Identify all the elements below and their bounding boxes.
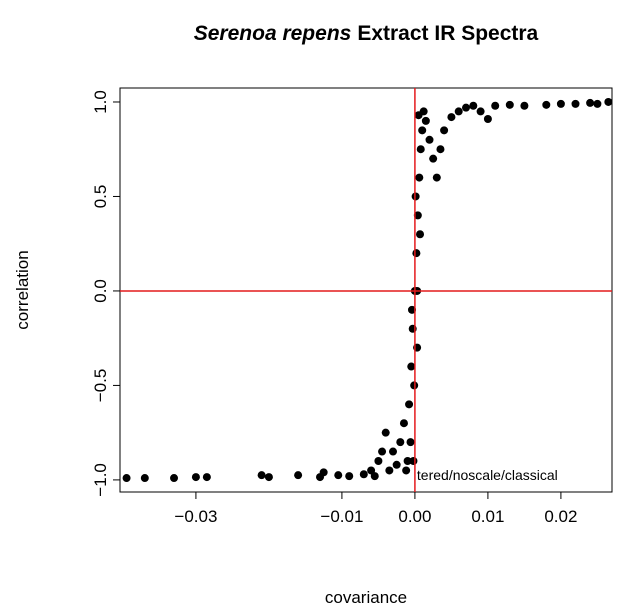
point (396, 438, 405, 447)
point (586, 98, 595, 107)
point (170, 474, 179, 483)
point (370, 472, 379, 481)
point (421, 116, 430, 125)
point (542, 100, 551, 109)
title-italic: Serenoa repens (194, 22, 352, 45)
point (462, 103, 471, 112)
plot-frame (119, 87, 613, 493)
x-tick-label: 0.00 (398, 507, 431, 526)
point (257, 471, 266, 480)
point (415, 173, 424, 182)
x-tick-label: 0.02 (544, 507, 577, 526)
point (385, 466, 394, 475)
point (419, 107, 428, 116)
x-tick-label: −0.03 (174, 507, 217, 526)
point (345, 472, 354, 481)
point (416, 145, 425, 154)
point (334, 471, 343, 480)
point (389, 447, 398, 456)
point (191, 473, 200, 482)
point (604, 97, 613, 106)
point (407, 362, 416, 371)
y-tick-label: 0.0 (91, 279, 110, 303)
x-tick-label: −0.01 (320, 507, 363, 526)
point (571, 99, 580, 108)
point (409, 457, 418, 466)
point (140, 474, 149, 483)
chart-title: Serenoa repens Extract IR Spectra (194, 22, 539, 45)
point (432, 173, 441, 182)
annotation: tered/noscale/classical (417, 467, 558, 483)
y-tick-label: 1.0 (91, 90, 110, 114)
point (359, 470, 368, 479)
point (405, 400, 414, 409)
point (294, 471, 303, 480)
point (392, 460, 401, 469)
point (399, 419, 408, 428)
point (412, 249, 421, 258)
point (264, 473, 273, 482)
point (374, 457, 383, 466)
point (556, 99, 565, 108)
point (447, 113, 456, 122)
y-tick-label: 0.5 (91, 185, 110, 209)
point (402, 466, 411, 475)
y-tick-label: −0.5 (91, 369, 110, 403)
point (413, 211, 422, 220)
point (505, 100, 514, 109)
point (378, 447, 387, 456)
point (425, 135, 434, 144)
point (593, 99, 602, 108)
point (418, 126, 427, 135)
point (381, 428, 390, 437)
point (469, 101, 478, 110)
point (367, 466, 376, 475)
point (416, 230, 425, 239)
point (436, 145, 445, 154)
point (202, 473, 211, 482)
point (491, 101, 500, 110)
point (122, 474, 131, 483)
x-tick-label: 0.01 (471, 507, 504, 526)
point (406, 438, 415, 447)
point (403, 457, 412, 466)
point (476, 107, 485, 116)
point (454, 107, 463, 116)
y-axis-label: correlation (13, 250, 32, 329)
y-tick-label: −1.0 (91, 463, 110, 497)
title-main: Extract IR Spectra (357, 22, 538, 45)
point (483, 114, 492, 123)
x-axis-label: covariance (325, 588, 407, 607)
point (429, 154, 438, 163)
point (407, 305, 416, 314)
point (520, 101, 529, 110)
point (316, 473, 325, 482)
point (440, 126, 449, 135)
